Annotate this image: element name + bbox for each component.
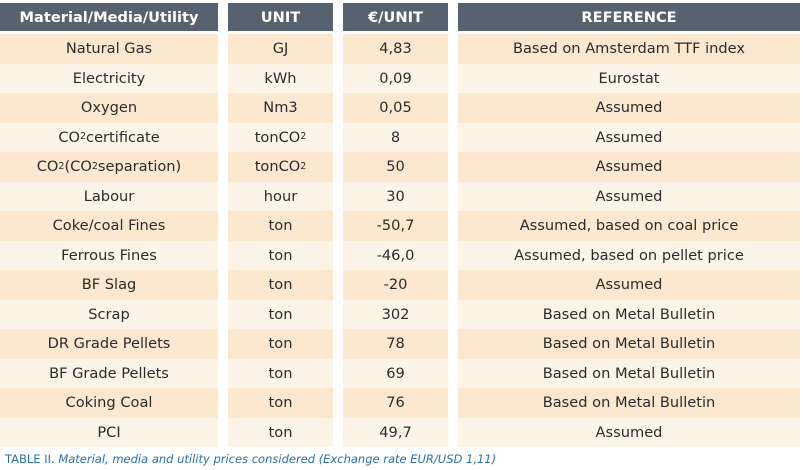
prices-table: Material/Media/Utility UNIT €/UNIT REFER… <box>0 3 800 447</box>
table-cell-material: CO 2 (CO 2 separation) <box>0 152 218 182</box>
table-cell-unit: hour <box>228 181 333 211</box>
table-cell-material: Electricity <box>0 63 218 93</box>
table-cell-price: 0,09 <box>343 63 448 93</box>
table-cell-reference: Based on Amsterdam TTF index <box>458 34 800 64</box>
table-cell-price: 76 <box>343 388 448 418</box>
table-cell-unit: ton <box>228 358 333 388</box>
table-cell-price: -20 <box>343 270 448 300</box>
table-cell-unit: ton <box>228 240 333 270</box>
table-cell-unit: Nm3 <box>228 93 333 123</box>
header-unit: UNIT <box>228 3 333 31</box>
table-cell-material: Oxygen <box>0 93 218 123</box>
table-cell-material: PCI <box>0 417 218 447</box>
table-cell-unit: ton <box>228 329 333 359</box>
table-cell-unit: GJ <box>228 34 333 64</box>
table-cell-material: Scrap <box>0 299 218 329</box>
table-cell-material: BF Slag <box>0 270 218 300</box>
header-price: €/UNIT <box>343 3 448 31</box>
table-cell-unit: kWh <box>228 63 333 93</box>
table-cell-price: 0,05 <box>343 93 448 123</box>
table-cell-reference: Based on Metal Bulletin <box>458 388 800 418</box>
table-cell-material: BF Grade Pellets <box>0 358 218 388</box>
table-cell-reference: Based on Metal Bulletin <box>458 329 800 359</box>
table-cell-material: Ferrous Fines <box>0 240 218 270</box>
table-cell-material: CO 2 certificate <box>0 122 218 152</box>
table-cell-reference: Assumed <box>458 270 800 300</box>
table-cell-reference: Assumed <box>458 181 800 211</box>
table-cell-reference: Based on Metal Bulletin <box>458 358 800 388</box>
table-cell-price: -50,7 <box>343 211 448 241</box>
table-cell-unit: tonCO 2 <box>228 152 333 182</box>
table-cell-price: 4,83 <box>343 34 448 64</box>
table-cell-price: 8 <box>343 122 448 152</box>
table-cell-unit: ton <box>228 211 333 241</box>
table-cell-reference: Assumed <box>458 152 800 182</box>
table-cell-material: Coking Coal <box>0 388 218 418</box>
table-cell-price: 50 <box>343 152 448 182</box>
table-cell-reference: Assumed, based on pellet price <box>458 240 800 270</box>
caption-label: TABLE II. <box>5 452 55 466</box>
table-cell-reference: Eurostat <box>458 63 800 93</box>
table-cell-unit: ton <box>228 417 333 447</box>
table-cell-reference: Assumed <box>458 93 800 123</box>
table-cell-price: -46,0 <box>343 240 448 270</box>
table-cell-material: Coke/coal Fines <box>0 211 218 241</box>
table-cell-price: 69 <box>343 358 448 388</box>
table-cell-price: 30 <box>343 181 448 211</box>
table-cell-price: 78 <box>343 329 448 359</box>
table-cell-material: DR Grade Pellets <box>0 329 218 359</box>
table-cell-unit: tonCO 2 <box>228 122 333 152</box>
table-caption: TABLE II. Material, media and utility pr… <box>5 452 496 466</box>
table-cell-reference: Based on Metal Bulletin <box>458 299 800 329</box>
table-cell-unit: ton <box>228 388 333 418</box>
table-cell-price: 302 <box>343 299 448 329</box>
table-cell-reference: Assumed <box>458 122 800 152</box>
table-cell-reference: Assumed <box>458 417 800 447</box>
table-cell-price: 49,7 <box>343 417 448 447</box>
header-material: Material/Media/Utility <box>0 3 218 31</box>
table-cell-material: Natural Gas <box>0 34 218 64</box>
table-cell-unit: ton <box>228 270 333 300</box>
caption-text: Material, media and utility prices consi… <box>58 452 497 466</box>
table-cell-reference: Assumed, based on coal price <box>458 211 800 241</box>
table-cell-material: Labour <box>0 181 218 211</box>
header-reference: REFERENCE <box>458 3 800 31</box>
table-cell-unit: ton <box>228 299 333 329</box>
